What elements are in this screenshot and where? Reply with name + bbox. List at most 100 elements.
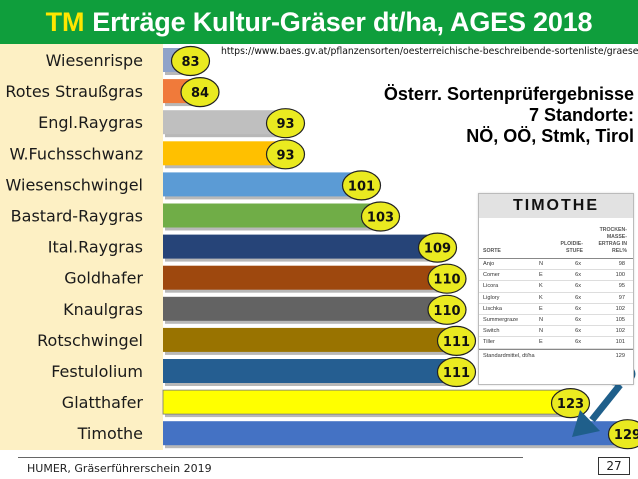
bar-timothe	[163, 421, 629, 446]
table-cell-ploidie: 6x	[575, 283, 581, 290]
bar-rotschwingel	[163, 327, 458, 352]
value-bubble	[436, 325, 477, 356]
value-bubble	[436, 356, 477, 388]
table-cell-code: K	[539, 283, 543, 290]
value-label-wiesenrispe: 83	[181, 55, 199, 70]
category-label-goldhafer: Goldhafer	[64, 269, 143, 288]
table-cell-code: N	[539, 316, 544, 323]
category-label-engl-raygras: Engl.Raygras	[38, 113, 143, 132]
bar-knaulgras	[163, 296, 448, 321]
category-label-w-fuchsschwanz: W.Fuchsschwanz	[9, 144, 143, 163]
value-label-bastard-raygras: 103	[367, 211, 394, 226]
value-bubble	[265, 139, 306, 170]
table-cell-ploidie: 6x	[575, 328, 581, 335]
table-header: SORTE PLOIDIE-STUFE TROCKEN-MASSE-ERTRAG…	[479, 218, 633, 259]
table-cell-code: N	[539, 261, 544, 267]
bar-engl-raygras	[163, 110, 287, 135]
table-cell-sorte: Liglory	[483, 294, 500, 301]
table-cell-code: E	[539, 272, 543, 279]
category-label-ital-raygras: Ital.Raygras	[48, 238, 143, 257]
value-label-rotschwingel: 111	[443, 335, 470, 350]
note-line-3: NÖ, OÖ, Stmk, Tirol	[466, 126, 634, 146]
value-bubble	[341, 170, 382, 201]
table-body: Anjo N 6x 98 Comer E 6x 100 Licora K 6x 95 Liglory K 6…	[479, 259, 633, 349]
value-bubble	[427, 294, 467, 325]
category-label-wiesenrispe: Wiesenrispe	[46, 51, 143, 70]
table-cell-ertrag: 102	[615, 305, 625, 312]
bar-wiesenschwingel	[163, 172, 363, 197]
table-cell-sorte: Switch	[483, 328, 500, 335]
footer-author: HUMER, Gräserführerschein 2019	[27, 462, 212, 475]
test-results-note: Österr. Sortenprüfergebnisse 7 Standorte…	[314, 84, 634, 147]
value-label-glatthafer: 123	[557, 397, 584, 412]
table-cell-ploidie: 6x	[575, 272, 581, 279]
value-label-knaulgras: 110	[433, 304, 460, 319]
table-cell-ploidie: 6x	[575, 316, 581, 323]
table-cell-ertrag: 97	[618, 294, 625, 301]
bar-glatthafer	[162, 389, 572, 415]
table-cell-sorte: Anjo	[483, 261, 495, 267]
table-title: TIMOTHE	[479, 194, 633, 218]
table-cell-sorte: Tiller	[483, 339, 495, 346]
table-footer-label: Standardmittel, dt/ha	[483, 352, 535, 359]
page-title: TM Erträge Kultur-Gräser dt/ha, AGES 201…	[0, 0, 638, 44]
header-sorte: SORTE	[483, 248, 501, 254]
value-label-ital-raygras: 109	[424, 242, 451, 257]
footer-divider	[18, 457, 523, 458]
category-label-knaulgras: Knaulgras	[63, 300, 143, 319]
value-label-festulolium: 111	[443, 366, 470, 381]
value-bubble	[417, 232, 458, 263]
table-cell-ertrag: 101	[615, 339, 625, 346]
table-cell-ertrag: 100	[615, 272, 625, 279]
value-label-rotes-strau-gras: 84	[191, 86, 209, 101]
category-label-rotes-strau-gras: Rotes Straußgras	[5, 82, 143, 101]
value-label-w-fuchsschwanz: 93	[276, 148, 294, 163]
category-label-festulolium: Festulolium	[51, 362, 143, 381]
table-cell-ertrag: 102	[615, 328, 625, 335]
bar-chart: Wiesenrispe 83 Rotes Straußgras 84 Engl.Rayg…	[5, 45, 638, 450]
header-code	[535, 218, 549, 258]
table-footer: Standardmittel, dt/ha 129	[479, 348, 633, 362]
category-label-panel	[0, 44, 163, 450]
category-label-wiesenschwingel: Wiesenschwingel	[6, 175, 143, 194]
bar-bastard-raygras	[163, 203, 382, 228]
table-cell-ploidie: 6x	[575, 305, 581, 312]
bar-ital-raygras	[163, 234, 439, 259]
note-line-1: Österr. Sortenprüfergebnisse	[383, 84, 634, 104]
table-row: Licora K 6x 95	[479, 281, 633, 293]
category-label-rotschwingel: Rotschwingel	[37, 331, 143, 350]
category-label-timothe: Timothe	[77, 424, 143, 443]
table-row: Anjo N 6x 98	[479, 259, 633, 271]
bar-festulolium	[163, 359, 458, 383]
category-label-bastard-raygras: Bastard-Raygras	[11, 207, 143, 226]
table-footer-value: 129	[615, 352, 625, 359]
bar-w-fuchsschwanz	[163, 141, 287, 166]
table-cell-sorte: Comer	[483, 272, 500, 279]
value-bubble	[180, 76, 220, 108]
page-number: 27	[598, 457, 630, 475]
value-label-goldhafer: 110	[433, 273, 460, 288]
title-prefix: TM	[45, 6, 85, 37]
source-url[interactable]: https://www.baes.gv.at/pflanzensorten/oe…	[221, 46, 638, 57]
note-line-2: 7 Standorte:	[528, 105, 634, 125]
category-label-glatthafer: Glatthafer	[62, 393, 144, 412]
header-ertrag: TROCKEN-MASSE-ERTRAG IN REL%	[598, 227, 627, 254]
table-row: Liglory K 6x 97	[479, 293, 633, 304]
table-row: Comer E 6x 100	[479, 270, 633, 282]
table-cell-code: E	[539, 339, 543, 346]
table-row: Summergraze N 6x 105	[479, 315, 633, 327]
timothe-table: TIMOTHE SORTE PLOIDIE-STUFE TROCKEN-MASS…	[478, 193, 634, 385]
table-cell-ertrag: 105	[615, 316, 625, 323]
bar-goldhafer	[163, 265, 448, 290]
table-cell-code: E	[539, 305, 543, 312]
value-bubble	[360, 201, 401, 232]
table-cell-sorte: Licora	[483, 283, 499, 290]
value-label-engl-raygras: 93	[276, 117, 294, 132]
table-cell-sorte: Lischka	[483, 305, 502, 312]
table-cell-ertrag: 95	[618, 283, 625, 290]
table-cell-code: K	[539, 294, 543, 301]
table-cell-ploidie: 6x	[575, 339, 581, 346]
value-bubble	[170, 45, 211, 77]
table-cell-ertrag: 98	[618, 261, 625, 267]
table-row: Tiller E 6x 101	[479, 337, 633, 349]
